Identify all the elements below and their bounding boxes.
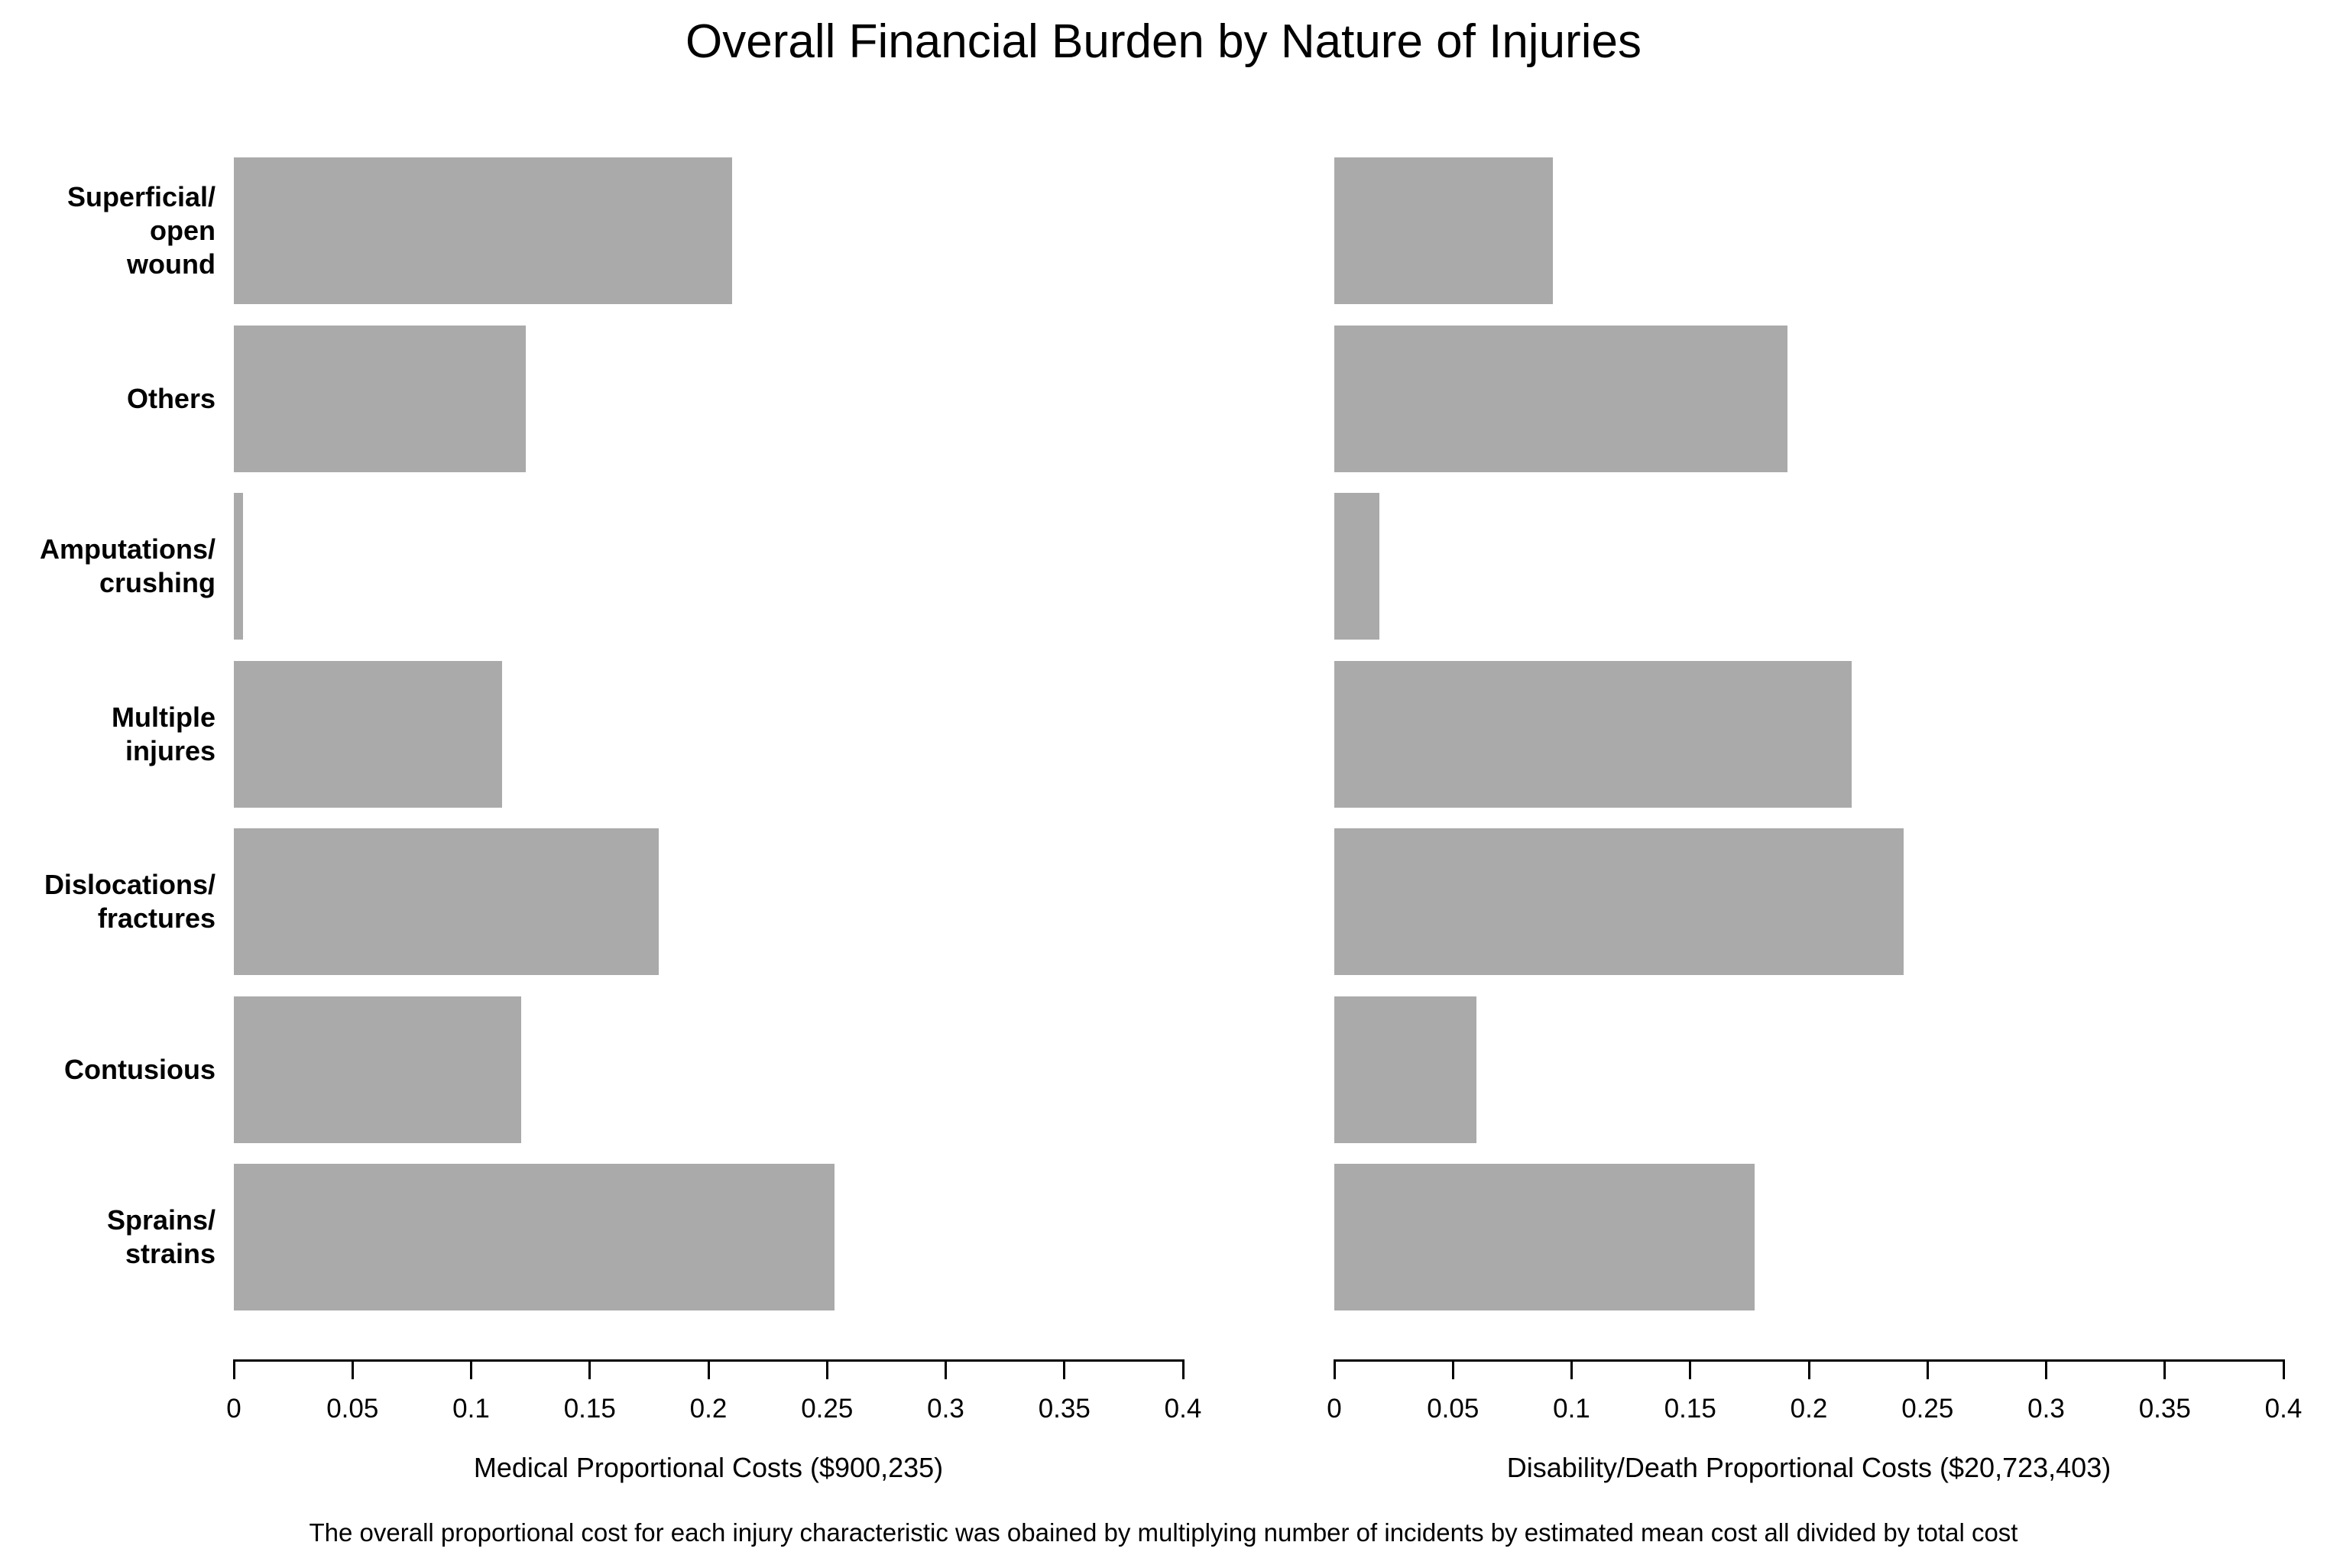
x-axis-tick-disability-death-0.15 <box>1689 1362 1692 1379</box>
bar-medical-others <box>234 325 526 472</box>
bar-disability-death-superficial-open-wound <box>1334 157 1553 304</box>
x-axis-tick-disability-death-0.25 <box>1926 1362 1929 1379</box>
category-label-dislocations-fractures: Dislocations/ fractures <box>44 869 216 934</box>
x-axis-tick-label-disability-death-0.05: 0.05 <box>1427 1394 1479 1424</box>
category-label-superficial-open-wound: Superficial/ open wound <box>66 181 216 280</box>
x-axis-tick-label-disability-death-0.2: 0.2 <box>1790 1394 1828 1424</box>
x-axis-title-medical: Medical Proportional Costs ($900,235) <box>473 1452 944 1483</box>
bar-disability-death-others <box>1334 325 1787 472</box>
x-axis-tick-medical-0.15 <box>588 1362 591 1379</box>
bar-disability-death-contusious <box>1334 996 1476 1143</box>
x-axis-tick-label-medical-0.1: 0.1 <box>452 1394 490 1424</box>
x-axis-tick-label-medical-0.35: 0.35 <box>1038 1394 1091 1424</box>
bar-disability-death-multiple-injures <box>1334 660 1852 808</box>
category-label-others: Others <box>126 382 216 414</box>
bar-medical-contusious <box>234 996 521 1143</box>
x-axis-tick-label-disability-death-0.15: 0.15 <box>1664 1394 1716 1424</box>
x-axis-tick-disability-death-0.4 <box>2282 1362 2285 1379</box>
x-axis-tick-label-disability-death-0.4: 0.4 <box>2264 1394 2303 1424</box>
footnote: The overall proportional cost for each i… <box>309 1518 2018 1547</box>
x-axis-tick-label-disability-death-0.3: 0.3 <box>2027 1394 2065 1424</box>
x-axis-tick-disability-death-0.2 <box>1807 1362 1810 1379</box>
x-axis-tick-label-disability-death-0.1: 0.1 <box>1553 1394 1590 1424</box>
bar-disability-death-amputations-crushing <box>1334 493 1379 640</box>
x-axis-tick-medical-0.05 <box>351 1362 354 1379</box>
x-axis-tick-medical-0.4 <box>1181 1362 1185 1379</box>
x-axis-title-disability-death: Disability/Death Proportional Costs ($20… <box>1506 1452 2111 1483</box>
category-label-contusious: Contusious <box>64 1053 216 1085</box>
x-axis-tick-label-medical-0.3: 0.3 <box>927 1394 964 1424</box>
x-axis-tick-disability-death-0.3 <box>2045 1362 2047 1379</box>
bar-disability-death-sprains-strains <box>1334 1164 1755 1310</box>
x-axis-tick-medical-0.1 <box>470 1362 472 1379</box>
x-axis-tick-label-medical-0: 0 <box>226 1394 241 1424</box>
x-axis-tick-medical-0 <box>232 1362 235 1379</box>
x-axis-tick-label-medical-0.25: 0.25 <box>801 1394 854 1424</box>
x-axis-tick-label-medical-0.2: 0.2 <box>689 1394 728 1424</box>
bar-medical-dislocations-fractures <box>234 828 659 975</box>
x-axis-tick-medical-0.25 <box>825 1362 828 1379</box>
bar-medical-superficial-open-wound <box>234 157 732 304</box>
x-axis-line-disability-death <box>1334 1359 2285 1362</box>
category-label-amputations-crushing: Amputations/ crushing <box>40 533 216 598</box>
x-axis-tick-disability-death-0.05 <box>1451 1362 1454 1379</box>
x-axis-tick-label-disability-death-0.35: 0.35 <box>2138 1394 2191 1424</box>
bar-medical-multiple-injures <box>234 660 502 808</box>
x-axis-tick-label-disability-death-0.25: 0.25 <box>1901 1394 1954 1424</box>
x-axis-tick-label-medical-0.15: 0.15 <box>563 1394 616 1424</box>
category-label-sprains-strains: Sprains/ strains <box>106 1204 216 1269</box>
x-axis-tick-label-medical-0.05: 0.05 <box>326 1394 379 1424</box>
x-axis-tick-medical-0.2 <box>707 1362 710 1379</box>
x-axis-line-medical <box>233 1359 1185 1362</box>
bar-medical-sprains-strains <box>234 1164 835 1310</box>
x-axis-tick-medical-0.35 <box>1063 1362 1066 1379</box>
category-label-multiple-injures: Multiple injures <box>112 701 216 766</box>
x-axis-tick-label-disability-death-0: 0 <box>1327 1394 1342 1424</box>
x-axis-tick-disability-death-0.1 <box>1570 1362 1573 1379</box>
chart-title: Overall Financial Burden by Nature of In… <box>685 15 1642 68</box>
bar-medical-amputations-crushing <box>234 493 243 640</box>
x-axis-tick-disability-death-0.35 <box>2163 1362 2167 1379</box>
bar-disability-death-dislocations-fractures <box>1334 828 1904 975</box>
x-axis-tick-medical-0.3 <box>945 1362 947 1379</box>
x-axis-tick-label-medical-0.4: 0.4 <box>1164 1394 1202 1424</box>
x-axis-tick-disability-death-0 <box>1333 1362 1336 1379</box>
